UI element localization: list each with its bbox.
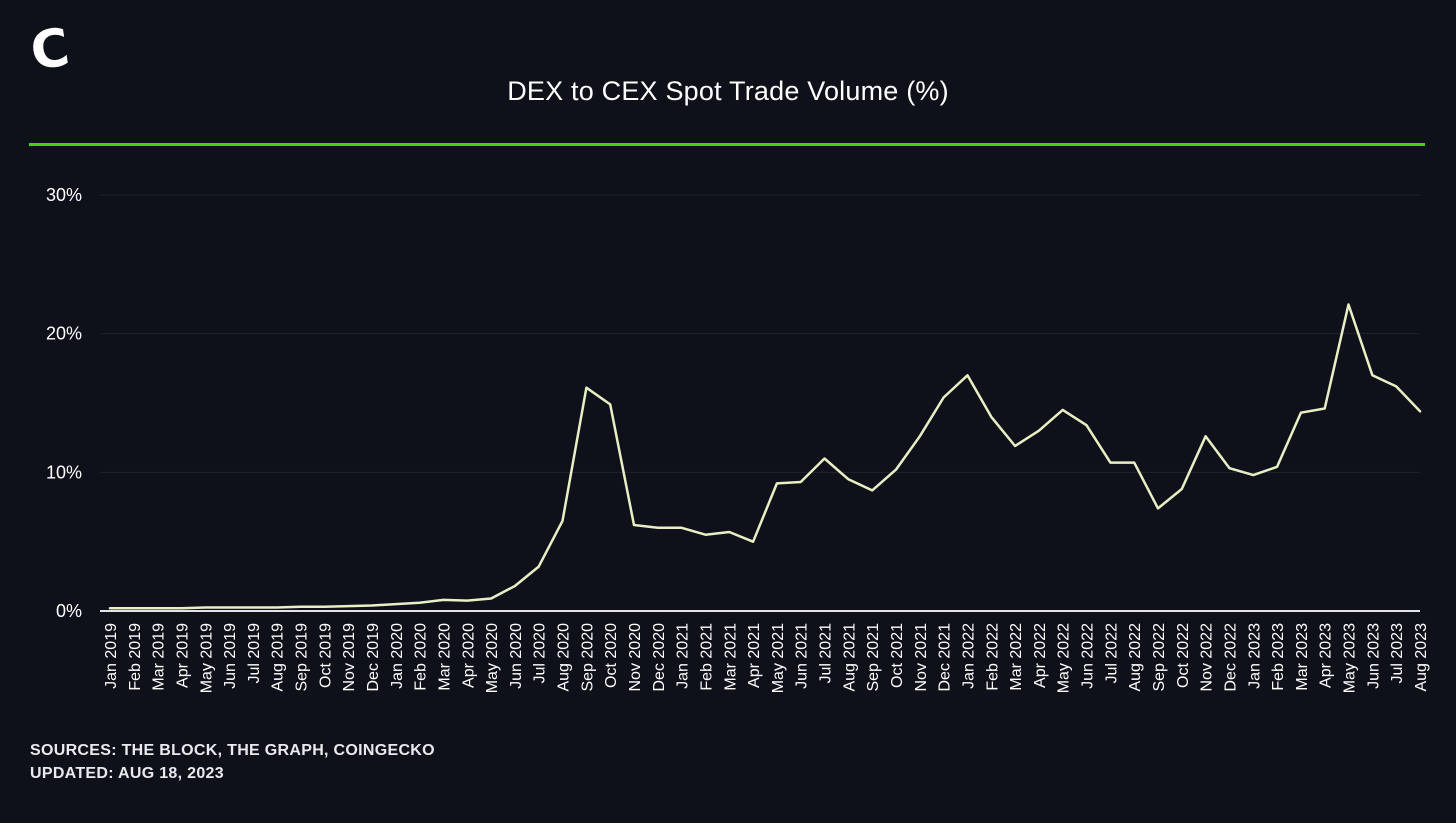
x-tick-label: Sep 2022 (1151, 623, 1168, 692)
x-tick-label: Nov 2019 (341, 623, 358, 692)
series-line-dex-to-cex (108, 303, 1422, 610)
x-tick-label: Jul 2022 (1103, 623, 1120, 684)
x-tick-label: Mar 2022 (1008, 623, 1025, 691)
x-tick-label: Nov 2021 (913, 623, 930, 692)
x-tick-label: Sep 2021 (865, 623, 882, 692)
x-tick-label: Apr 2020 (460, 623, 477, 688)
x-tick-label: Aug 2022 (1127, 623, 1144, 692)
x-tick-label: Mar 2021 (722, 623, 739, 691)
x-tick-label: Aug 2023 (1413, 623, 1430, 692)
x-tick-label: Nov 2022 (1199, 623, 1216, 692)
y-tick-label: 0% (56, 601, 82, 621)
x-tick-label: Oct 2019 (317, 623, 334, 688)
green-divider (29, 143, 1425, 146)
x-tick-label: Oct 2021 (889, 623, 906, 688)
x-tick-label: Jan 2023 (1246, 623, 1263, 689)
x-tick-label: May 2022 (1056, 623, 1073, 693)
x-tick-label: Oct 2020 (603, 623, 620, 688)
x-tick-label: Jun 2021 (794, 623, 811, 689)
x-tick-label: May 2019 (198, 623, 215, 693)
x-tick-label: Nov 2020 (627, 623, 644, 692)
x-tick-label: Feb 2022 (984, 623, 1001, 691)
x-tick-label: Jan 2022 (960, 623, 977, 689)
x-tick-label: Jan 2020 (389, 623, 406, 689)
x-tick-label: Mar 2019 (151, 623, 168, 691)
x-tick-label: Dec 2020 (651, 623, 668, 692)
chart-footer: SOURCES: THE BLOCK, THE GRAPH, COINGECKO… (30, 739, 435, 785)
x-tick-label: Oct 2022 (1175, 623, 1192, 688)
x-tick-label: Jul 2021 (818, 623, 835, 684)
x-tick-label: May 2023 (1342, 623, 1359, 693)
y-tick-label: 20% (46, 324, 82, 344)
x-tick-label: Dec 2019 (365, 623, 382, 692)
x-tick-label: Feb 2020 (413, 623, 430, 691)
x-tick-label: Apr 2019 (174, 623, 191, 688)
y-tick-label: 30% (46, 185, 82, 205)
x-tick-label: Apr 2021 (746, 623, 763, 688)
chart-title: DEX to CEX Spot Trade Volume (%) (507, 76, 949, 106)
x-tick-label: Sep 2020 (579, 623, 596, 692)
x-tick-label: Jul 2023 (1389, 623, 1406, 684)
x-tick-label: Dec 2022 (1222, 623, 1239, 692)
x-tick-label: Aug 2021 (841, 623, 858, 692)
x-tick-label: Aug 2020 (556, 623, 573, 692)
x-tick-label: Jun 2022 (1080, 623, 1097, 689)
x-tick-label: Apr 2023 (1318, 623, 1335, 688)
x-tick-label: Aug 2019 (270, 623, 287, 692)
x-tick-label: Feb 2021 (698, 623, 715, 691)
x-tick-label: Apr 2022 (1032, 623, 1049, 688)
x-tick-label: Jul 2019 (246, 623, 263, 684)
x-tick-label: May 2020 (484, 623, 501, 693)
y-tick-label: 10% (46, 462, 82, 482)
x-tick-label: Jun 2023 (1365, 623, 1382, 689)
x-tick-label: Mar 2023 (1294, 623, 1311, 691)
x-tick-label: Jul 2020 (532, 623, 549, 684)
x-tick-label: Mar 2020 (436, 623, 453, 691)
x-tick-label: Feb 2023 (1270, 623, 1287, 691)
x-tick-label: Feb 2019 (127, 623, 144, 691)
x-tick-label: Jun 2020 (508, 623, 525, 689)
x-tick-label: Jan 2019 (103, 623, 120, 689)
x-tick-label: May 2021 (770, 623, 787, 693)
x-tick-label: Jan 2021 (675, 623, 692, 689)
x-tick-label: Dec 2021 (937, 623, 954, 692)
updated-text: UPDATED: AUG 18, 2023 (30, 765, 224, 782)
sources-text: SOURCES: THE BLOCK, THE GRAPH, COINGECKO (30, 742, 435, 759)
x-tick-label: Jun 2019 (222, 623, 239, 689)
x-tick-label: Sep 2019 (294, 623, 311, 692)
